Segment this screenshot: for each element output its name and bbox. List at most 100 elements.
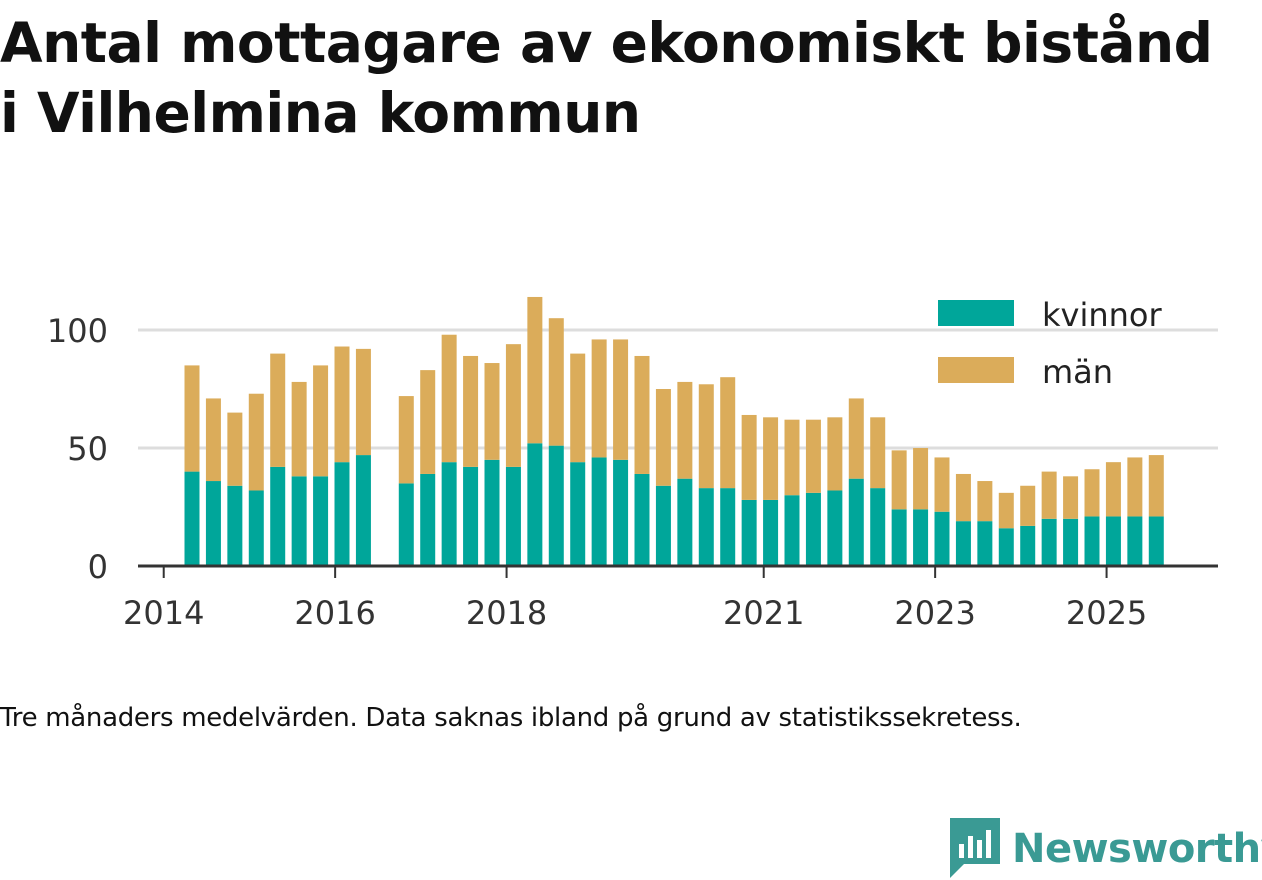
newsworthy-logo-text: Newsworthy [1012,826,1262,872]
bar-man-14 [505,344,521,467]
bar-man-26 [763,417,779,500]
bar-man-22 [677,381,693,479]
bar-kvinnor-23 [698,488,714,566]
legend-label-man: män [1042,353,1113,391]
bar-man-12 [463,355,479,467]
bar-man-3 [248,393,264,491]
bar-kvinnor-41 [1084,516,1100,566]
bar-kvinnor-21 [655,485,671,566]
bar-kvinnor-38 [1020,525,1036,566]
bar-man-41 [1084,469,1100,517]
bar-kvinnor-10 [420,473,436,566]
bar-man-32 [891,450,907,510]
bar-man-27 [784,419,800,496]
bar-kvinnor-42 [1105,516,1121,566]
bar-man-1 [205,398,221,482]
x-tick-label-2021: 2021 [723,594,804,632]
x-tick-label-2025: 2025 [1066,594,1147,632]
bar-kvinnor-12 [463,466,479,566]
bar-man-11 [441,334,457,463]
bar-kvinnor-34 [934,511,950,566]
bar-kvinnor-1 [205,481,221,566]
bar-man-44 [1148,455,1164,517]
bar-kvinnor-8 [355,455,371,566]
newsworthy-logo: Newsworthy [950,818,1262,880]
bar-kvinnor-26 [763,499,779,566]
x-tick-label-2018: 2018 [466,594,547,632]
bar-kvinnor-9 [398,483,414,566]
bar-kvinnor-35 [955,521,971,566]
bar-man-43 [1127,457,1143,517]
bar-man-17 [570,353,586,463]
bar-kvinnor-31 [870,488,886,566]
y-tick-label-0: 0 [88,548,108,586]
bar-man-37 [998,492,1014,529]
chart-title-line-1: Antal mottagare av ekonomiskt bistånd [0,11,1213,75]
bar-kvinnor-15 [527,443,543,566]
bar-man-38 [1020,485,1036,526]
bar-man-13 [484,363,500,460]
bar-kvinnor-32 [891,509,907,566]
bar-kvinnor-11 [441,462,457,566]
bar-man-0 [184,365,200,472]
bar-man-19 [613,339,629,460]
bar-man-8 [355,348,371,456]
legend-swatch-man [938,357,1014,383]
bar-kvinnor-13 [484,459,500,566]
bar-man-25 [741,414,757,500]
bar-man-16 [548,318,564,446]
bar-kvinnor-39 [1041,518,1057,566]
bar-kvinnor-24 [720,488,736,566]
bar-man-33 [913,448,929,510]
bar-man-36 [977,481,993,522]
bar-man-29 [827,417,843,491]
bar-kvinnor-29 [827,490,843,566]
bar-man-39 [1041,471,1057,519]
bar-man-6 [313,365,329,477]
legend-swatch-kvinnor [938,300,1014,326]
legend-label-kvinnor: kvinnor [1042,296,1163,334]
bar-kvinnor-43 [1127,516,1143,566]
bar-man-40 [1063,476,1079,519]
bar-man-23 [698,384,714,489]
bar-man-35 [955,473,971,522]
bar-man-21 [655,389,671,486]
bar-man-24 [720,377,736,489]
bar-kvinnor-27 [784,495,800,566]
bar-kvinnor-25 [741,499,757,566]
y-tick-label-50: 50 [67,430,108,468]
x-tick-label-2023: 2023 [894,594,975,632]
bar-kvinnor-14 [505,466,521,566]
bar-kvinnor-19 [613,459,629,566]
x-tick-label-2014: 2014 [123,594,204,632]
bar-kvinnor-2 [227,485,243,566]
bar-man-20 [634,355,650,474]
bar-kvinnor-0 [184,471,200,566]
bar-man-15 [527,296,543,444]
chart-footnote: Tre månaders medelvärden. Data saknas ib… [0,703,1022,733]
bar-kvinnor-40 [1063,518,1079,566]
bar-kvinnor-30 [848,478,864,566]
bar-kvinnor-7 [334,462,350,566]
bar-man-31 [870,417,886,489]
bar-man-2 [227,412,243,486]
bar-man-18 [591,339,607,458]
bar-kvinnor-22 [677,478,693,566]
chart-title: Antal mottagare av ekonomiskt bistånd i … [0,8,1262,148]
bar-man-4 [270,353,286,467]
stacked-bar-chart: 0 50 100 2014 2016 2018 2021 2023 2025 kvinnor män [47,296,1218,632]
bar-man-28 [805,419,821,493]
newsworthy-logo-icon [950,818,1000,878]
bar-man-30 [848,398,864,479]
chart-title-line-2: i Vilhelmina kommun [0,81,641,145]
bar-kvinnor-5 [291,476,307,566]
bar-kvinnor-17 [570,462,586,566]
bar-kvinnor-3 [248,490,264,566]
bar-kvinnor-28 [805,492,821,566]
bar-kvinnor-6 [313,476,329,566]
bar-kvinnor-36 [977,521,993,566]
bar-man-10 [420,370,436,474]
x-tick-label-2016: 2016 [294,594,375,632]
y-tick-label-100: 100 [47,312,108,350]
bar-kvinnor-20 [634,473,650,566]
